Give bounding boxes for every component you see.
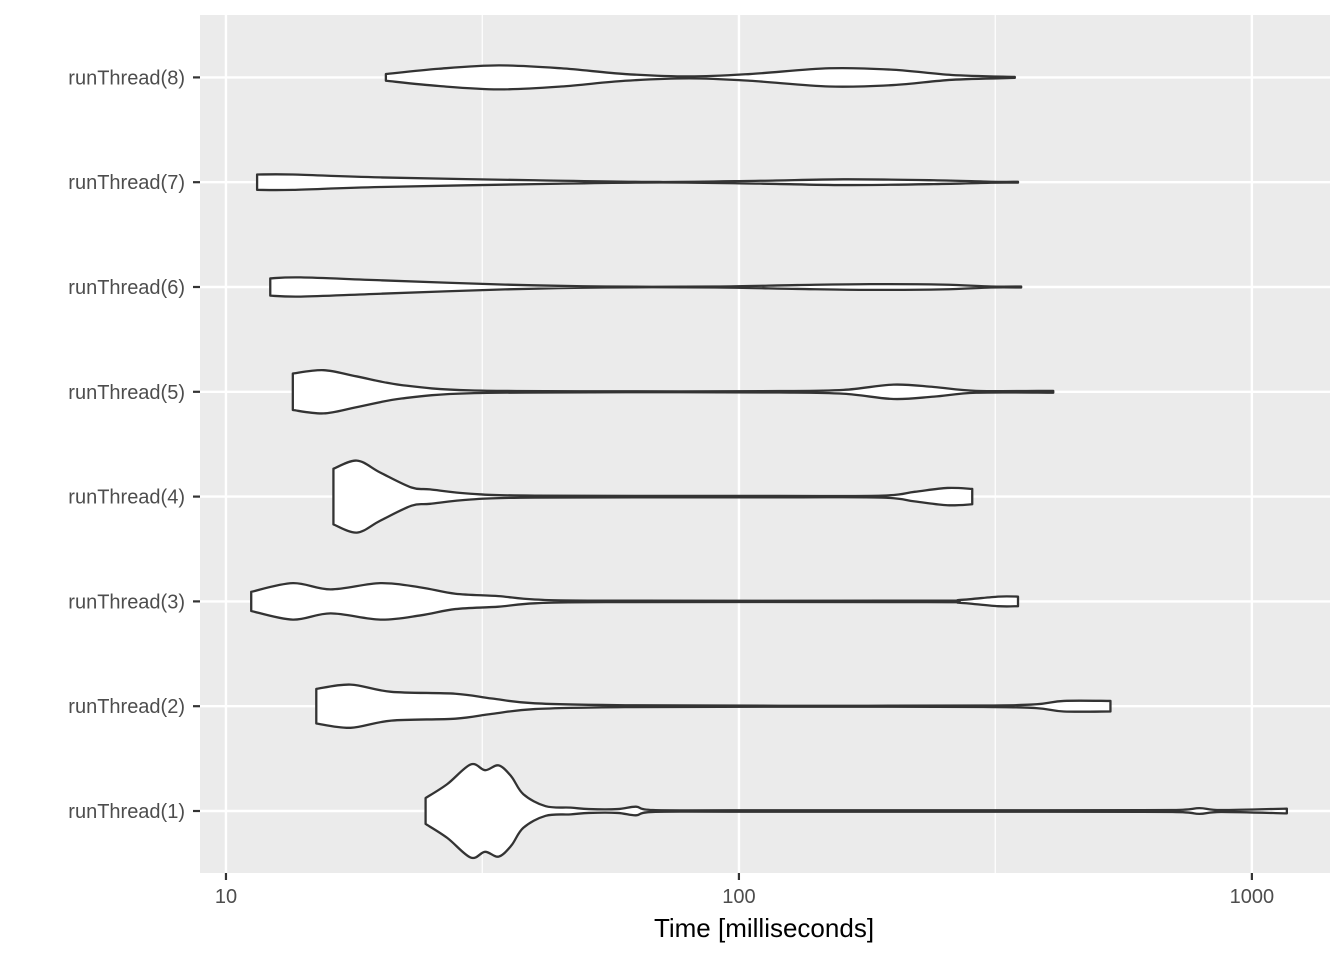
x-tick-label: 1000: [1230, 886, 1275, 908]
violin-runthread-8: [384, 64, 1016, 91]
y-tick-label: runThread(2): [68, 696, 185, 718]
x-tick-label: 10: [215, 886, 237, 908]
violin-runthread-7: [255, 173, 1020, 192]
violins: [250, 64, 1289, 860]
y-tick-label: runThread(7): [68, 172, 185, 194]
y-axis: runThread(1) runThread(2) runThread(3) runT…: [68, 67, 200, 823]
y-tick-label: runThread(1): [68, 801, 185, 823]
grid-minor: [481, 15, 996, 873]
x-axis-title: Time [milliseconds]: [654, 913, 874, 943]
plot-panel: [200, 15, 1330, 873]
y-tick-label: runThread(6): [68, 277, 185, 299]
x-tick-label: 100: [722, 886, 755, 908]
violin-runthread-5: [291, 369, 1055, 415]
violin-runthread-1: [424, 762, 1289, 860]
x-axis: 10 100 1000: [215, 873, 1274, 908]
y-tick-label: runThread(5): [68, 382, 185, 404]
violin-runthread-3: [250, 582, 1020, 621]
violin-runthread-6: [269, 276, 1023, 298]
y-tick-label: runThread(3): [68, 591, 185, 613]
y-tick-label: runThread(4): [68, 487, 185, 509]
y-tick-label: runThread(8): [68, 67, 185, 89]
violin-runthread-4: [332, 459, 974, 534]
violin-runthread-2: [315, 683, 1112, 729]
